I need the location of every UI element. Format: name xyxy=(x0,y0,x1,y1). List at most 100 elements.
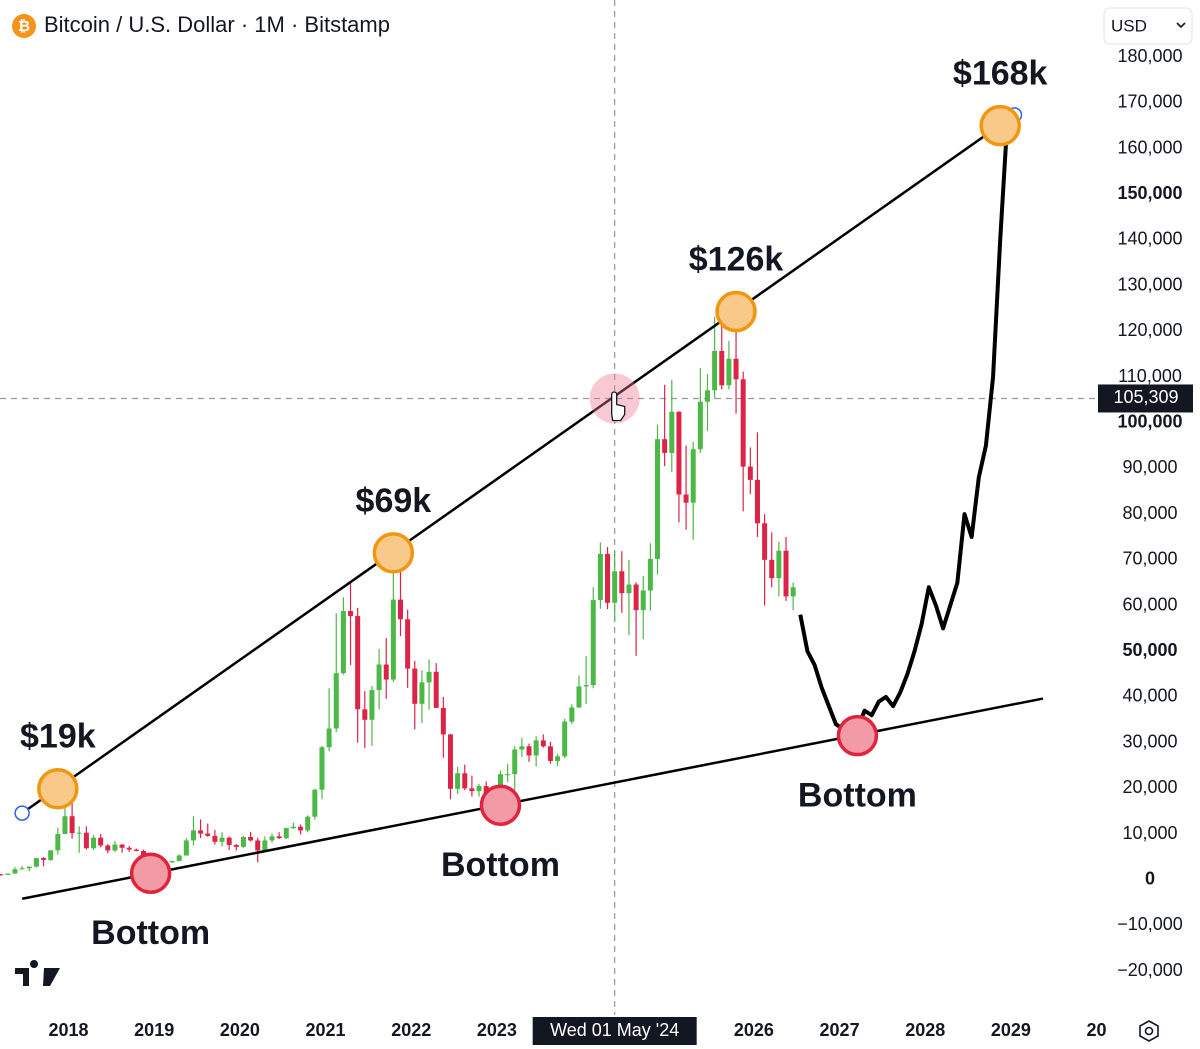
y-tick-label: 0 xyxy=(1145,869,1155,889)
candle-body xyxy=(640,590,646,611)
candle-body xyxy=(390,599,396,680)
candle-body xyxy=(348,611,354,617)
candle-body xyxy=(126,847,132,850)
candle-body xyxy=(576,686,582,708)
y-tick-label: 140,000 xyxy=(1117,229,1182,249)
candle-body xyxy=(76,832,82,834)
y-tick-label: −20,000 xyxy=(1117,960,1183,980)
marker xyxy=(979,104,1021,147)
candle-body xyxy=(305,816,311,831)
candle-body xyxy=(655,439,661,559)
x-tick-label: 2029 xyxy=(991,1020,1031,1040)
candle-body xyxy=(469,788,475,792)
coin-icon xyxy=(12,14,36,38)
candle-body xyxy=(626,584,632,594)
x-tick-label: 20 xyxy=(1087,1020,1107,1040)
candle-body xyxy=(290,826,296,829)
candle-body xyxy=(412,668,418,704)
candle-body xyxy=(55,834,61,851)
crosshair-x-box xyxy=(532,1017,697,1045)
candle-body xyxy=(590,600,596,686)
candle-body xyxy=(433,671,439,708)
candle-body xyxy=(69,816,75,834)
candle-body xyxy=(326,728,332,748)
candle-body xyxy=(776,550,782,579)
currency-chevron xyxy=(1176,22,1186,29)
trendline-handle xyxy=(14,805,30,821)
candle-body xyxy=(319,747,325,790)
candle-body xyxy=(198,830,204,834)
candle-body xyxy=(398,599,404,620)
candle-body xyxy=(383,664,389,680)
candle-body xyxy=(426,671,432,683)
candle-body xyxy=(255,840,261,851)
x-tick-label: 2022 xyxy=(391,1020,431,1040)
candle-body xyxy=(647,558,653,591)
candle-body xyxy=(233,845,239,847)
marker-label: $19k xyxy=(20,718,96,756)
y-tick-label: 50,000 xyxy=(1122,640,1177,660)
candle-body xyxy=(362,709,368,720)
marker xyxy=(836,714,879,757)
candle-body xyxy=(683,494,689,503)
y-tick-label: 70,000 xyxy=(1122,549,1177,569)
marker xyxy=(479,784,522,827)
candle-body xyxy=(26,866,32,869)
candle-body xyxy=(540,740,546,747)
x-tick-label: 2018 xyxy=(49,1020,89,1040)
candle-body xyxy=(676,411,682,495)
candle-body xyxy=(690,449,696,503)
y-tick-label: 10,000 xyxy=(1122,823,1177,843)
candle-body xyxy=(83,832,89,849)
candle-body xyxy=(269,836,275,841)
marker-label: $69k xyxy=(356,482,432,520)
candle-body xyxy=(333,673,339,729)
candle-body xyxy=(283,828,289,839)
candle-body xyxy=(405,619,411,669)
candle-body xyxy=(91,837,97,849)
candle-body xyxy=(312,789,318,817)
candle-body xyxy=(369,690,375,720)
candle-body xyxy=(612,571,618,603)
marker xyxy=(715,290,757,333)
candle-body xyxy=(169,861,175,863)
candle-body xyxy=(505,774,511,776)
y-tick-label: 120,000 xyxy=(1117,320,1182,340)
candle-body xyxy=(619,571,625,594)
y-tick-label: 80,000 xyxy=(1122,503,1177,523)
candle-body xyxy=(476,786,482,792)
marker-label: $126k xyxy=(689,241,784,279)
candle-body xyxy=(48,850,54,860)
x-tick-label: 2026 xyxy=(734,1020,774,1040)
candle-body xyxy=(455,773,461,789)
candle-body xyxy=(733,358,739,380)
currency-label[interactable]: USD xyxy=(1111,16,1147,35)
settings-icon[interactable] xyxy=(1139,1020,1159,1042)
marker xyxy=(372,532,415,574)
plot-area xyxy=(0,0,1098,1015)
candle-body xyxy=(340,611,346,674)
marker-label: Bottom xyxy=(91,914,210,952)
candle-body xyxy=(547,746,553,761)
candle-body xyxy=(669,411,675,453)
candle-body xyxy=(219,837,225,842)
candle-body xyxy=(12,869,18,874)
candle-body xyxy=(754,479,760,524)
chart-title: Bitcoin / U.S. Dollar · 1M · Bitstamp xyxy=(44,12,390,37)
cursor-hand xyxy=(611,391,626,422)
x-tick-label: 2021 xyxy=(306,1020,346,1040)
marker-label: Bottom xyxy=(441,846,560,884)
candle-body xyxy=(119,844,125,848)
candle-body xyxy=(762,523,768,560)
y-tick-label: 180,000 xyxy=(1117,46,1182,66)
candle-body xyxy=(62,816,68,835)
candle-body xyxy=(605,553,611,603)
candle-body xyxy=(262,840,268,851)
candle-body xyxy=(769,559,775,579)
candle-body xyxy=(747,466,753,480)
marker-label: $168k xyxy=(953,55,1048,93)
candle-body xyxy=(526,746,532,756)
candle-body xyxy=(41,858,47,860)
currency-select[interactable] xyxy=(1103,7,1193,45)
candle-body xyxy=(462,773,468,789)
